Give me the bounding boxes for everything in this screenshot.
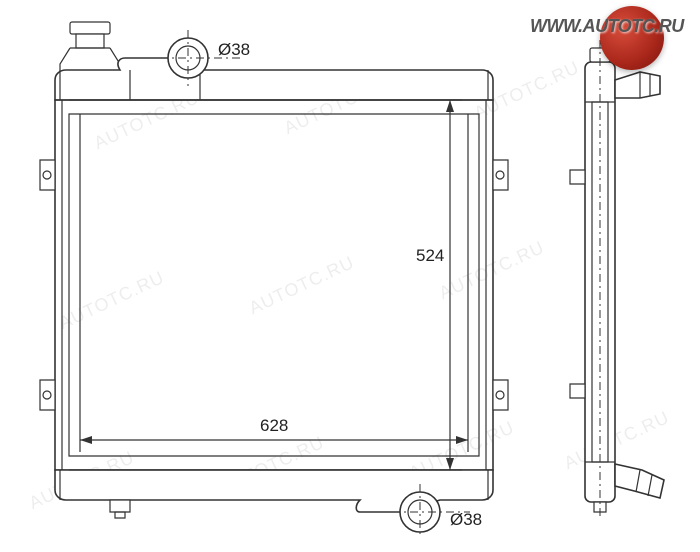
- watermark: AUTOTC.RU: [91, 87, 203, 154]
- top-port-diameter-label: Ø38: [218, 40, 250, 60]
- watermark: AUTOTC.RU: [216, 432, 328, 499]
- watermark: AUTOTC.RU: [26, 447, 138, 514]
- watermark: AUTOTC.RU: [436, 237, 548, 304]
- brand-url-text: WWW.AUTOTC.RU: [530, 16, 684, 36]
- watermark: AUTOTC.RU: [281, 72, 393, 139]
- watermark: AUTOTC.RU: [471, 57, 583, 124]
- watermark: AUTOTC.RU: [561, 407, 673, 474]
- diagram-canvas: AUTOTC.RU AUTOTC.RU AUTOTC.RU AUTOTC.RU …: [0, 0, 700, 552]
- bottom-port-diameter-label: Ø38: [450, 510, 482, 530]
- height-dimension-label: 524: [416, 246, 444, 266]
- brand-url-label: WWW.AUTOTC.RU: [530, 16, 684, 37]
- watermark: AUTOTC.RU: [246, 252, 358, 319]
- watermark: AUTOTC.RU: [56, 267, 168, 334]
- width-dimension-label: 628: [260, 416, 288, 436]
- watermark: AUTOTC.RU: [406, 417, 518, 484]
